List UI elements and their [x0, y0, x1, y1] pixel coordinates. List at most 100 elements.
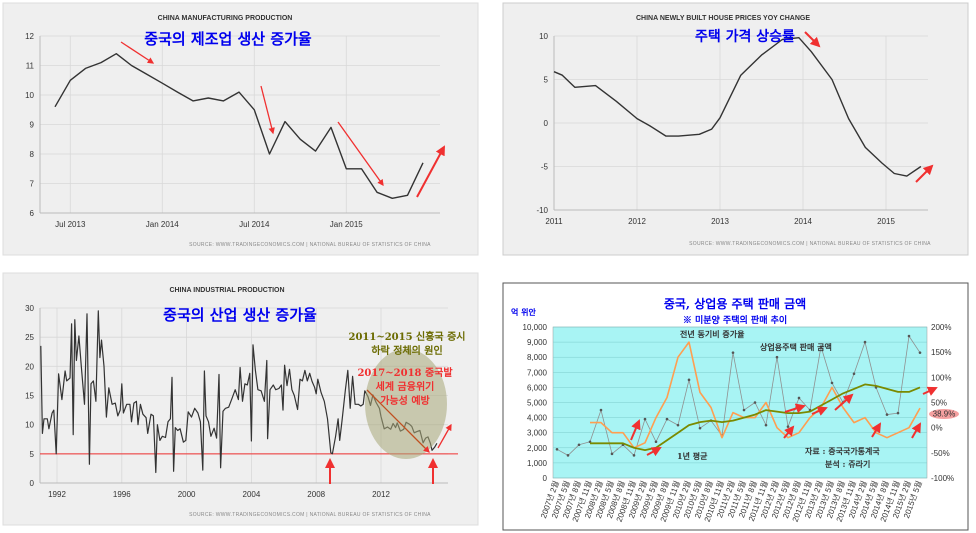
chart2-source: SOURCE: WWW.TRADINGECONOMICS.COM | NATIO…	[689, 241, 931, 247]
y-tick-label: 11	[26, 62, 35, 71]
y-tick-label: 6	[30, 209, 35, 218]
y-tick-label: 25	[25, 333, 34, 342]
y-left-tick-label: 6,000	[527, 383, 548, 392]
data-point	[665, 417, 669, 421]
data-point	[896, 411, 900, 415]
chart4-source-2: 분석 : 쥬라기	[825, 459, 870, 469]
data-point	[555, 448, 559, 451]
chart3-annotation: 중국의 산업 생산 증가율	[163, 306, 317, 324]
data-point	[797, 396, 801, 400]
data-point	[885, 413, 889, 416]
chart1-annotation: 중국의 제조업 생산 증가율	[144, 30, 312, 48]
x-tick-label: 2013	[711, 217, 729, 226]
data-point	[643, 417, 647, 421]
chart1-title: CHINA MANUFACTURING PRODUCTION	[158, 15, 293, 22]
y-right-tick-label: 100%	[931, 373, 951, 382]
data-point	[918, 351, 922, 354]
x-tick-label: Jan 2014	[146, 220, 179, 229]
legend-yoy: 전년 동기비 증가율	[680, 329, 745, 339]
y-left-tick-label: 4,000	[527, 414, 548, 423]
x-tick-label: 2000	[178, 490, 196, 499]
highlight-value-ellipse	[929, 409, 959, 419]
data-point	[852, 372, 856, 376]
series-line	[553, 37, 922, 177]
y-tick-label: 5	[544, 76, 549, 85]
legend-sales: 상업용주택 판매 금액	[760, 342, 832, 352]
chart4-title: 중국, 상업용 주택 판매 금액	[664, 296, 806, 311]
y-left-tick-label: 3,000	[527, 429, 548, 438]
y-tick-label: 0	[30, 479, 35, 488]
data-point	[654, 440, 658, 444]
data-point	[830, 381, 834, 385]
y-tick-label: -5	[541, 163, 549, 172]
annotation-arrows	[120, 31, 938, 484]
y-left-tick-label: 9,000	[527, 338, 548, 347]
y-tick-label: -10	[536, 206, 548, 215]
x-tick-label: 2011	[545, 217, 563, 226]
data-point	[775, 355, 779, 359]
y-tick-label: 20	[25, 362, 34, 371]
chart3-annotation-crisis-1: 2017~2018 중국발	[357, 366, 453, 379]
x-tick-label: 2014	[794, 217, 812, 226]
chart3-annotation-crisis-3: 가능성 예방	[380, 394, 430, 407]
data-point	[632, 454, 636, 457]
y-right-tick-label: 200%	[931, 323, 951, 332]
highlight-value-label: 38.9%	[933, 410, 956, 419]
x-tick-label: Jul 2014	[239, 220, 270, 229]
y-tick-label: 10	[25, 91, 34, 100]
x-tick-label: 2015	[877, 217, 895, 226]
chart2-annotation: 주택 가격 상승률	[695, 28, 795, 45]
y-right-tick-label: 150%	[931, 348, 951, 357]
y-left-tick-label: 5,000	[527, 399, 548, 408]
y-right-tick-label: 50%	[931, 399, 947, 408]
y-tick-label: 12	[25, 32, 34, 41]
legend-1yr-avg: 1년 평균	[677, 451, 708, 461]
chart4-subtitle: ※ 미분양 주택의 판매 추이	[683, 314, 787, 326]
y-right-tick-label: -100%	[931, 474, 954, 483]
data-point	[676, 423, 680, 427]
x-tick-label: Jan 2015	[330, 220, 363, 229]
data-point	[742, 408, 746, 412]
y-left-tick-label: 8,000	[527, 353, 548, 362]
chart4-source-1: 자료 : 중국국가통계국	[805, 446, 880, 456]
x-tick-label: Jul 2013	[55, 220, 86, 229]
data-point	[753, 401, 757, 404]
y-right-tick-label: -50%	[931, 449, 950, 458]
x-tick-label: 2012	[372, 490, 390, 499]
data-point	[566, 454, 570, 457]
highlight-ellipse	[365, 349, 447, 459]
series-line	[40, 310, 438, 474]
x-tick-label: 1996	[113, 490, 131, 499]
data-point	[786, 425, 790, 428]
y-left-tick-label: 0	[543, 474, 548, 483]
y-tick-label: 9	[30, 121, 35, 130]
y-tick-label: 0	[544, 119, 549, 128]
y-tick-label: 30	[25, 304, 34, 313]
chart2-title: CHINA NEWLY BUILT HOUSE PRICES YOY CHANG…	[636, 15, 810, 22]
y-tick-label: 5	[30, 450, 35, 459]
y-right-tick-label: 0%	[931, 424, 943, 433]
y-tick-label: 10	[539, 32, 548, 41]
x-tick-label: 2012	[628, 217, 646, 226]
chart-manufacturing: 6 7 8 9 10 11 12 Jul 2013 Jan 2014 Jul 2014 Jan 20…	[25, 32, 440, 229]
data-point	[863, 340, 867, 344]
series-line-avg	[590, 383, 921, 452]
y-left-tick-label: 7,000	[527, 368, 548, 377]
data-point	[687, 378, 691, 382]
series-line-sales	[556, 335, 921, 456]
series-line	[54, 53, 424, 200]
data-point	[599, 408, 603, 412]
x-tick-label: 1992	[48, 490, 66, 499]
chart3-annotation-emerging-2: 하락 정체의 원인	[371, 344, 442, 357]
chart1-source: SOURCE: WWW.TRADINGECONOMICS.COM | NATIO…	[189, 242, 431, 248]
y-left-tick-label: 2,000	[527, 444, 548, 453]
chart3-annotation-emerging-1: 2011~2015 신흥국 증시	[348, 330, 465, 343]
y-tick-label: 8	[30, 150, 35, 159]
chart4-ylabel-left: 억 위안	[511, 307, 537, 317]
y-left-tick-label: 1,000	[527, 459, 548, 468]
y-tick-label: 7	[30, 180, 35, 189]
y-tick-label: 15	[25, 392, 34, 401]
y-left-tick-label: 10,000	[523, 323, 548, 332]
panel-house-prices	[502, 2, 969, 256]
